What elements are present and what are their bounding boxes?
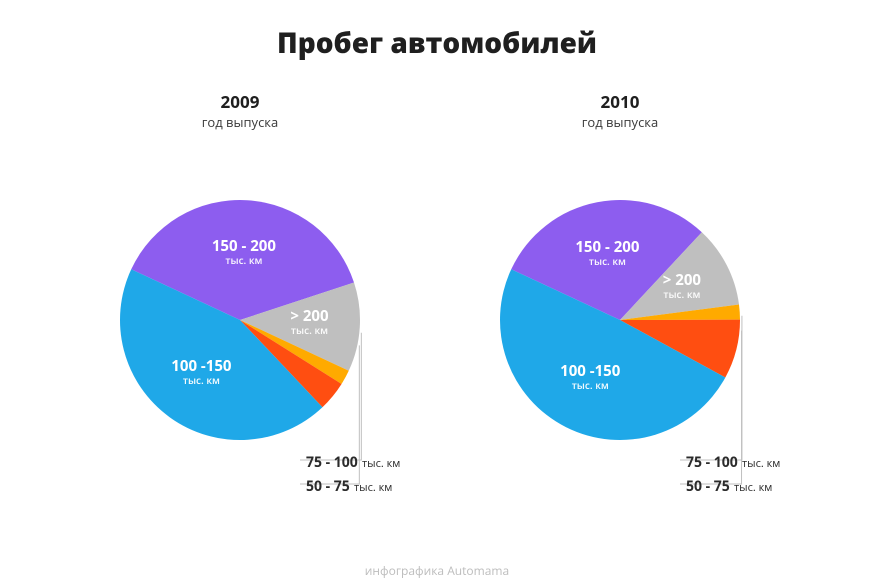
page: Пробег автомобилей 2009 год выпуска 2010…	[0, 0, 874, 588]
footer-credit: инфографика Automama	[0, 562, 874, 579]
callout-label: 75 - 100 тыс. км	[686, 450, 780, 472]
pie-chart	[0, 0, 874, 588]
callout-label: 50 - 75 тыс. км	[686, 474, 772, 496]
